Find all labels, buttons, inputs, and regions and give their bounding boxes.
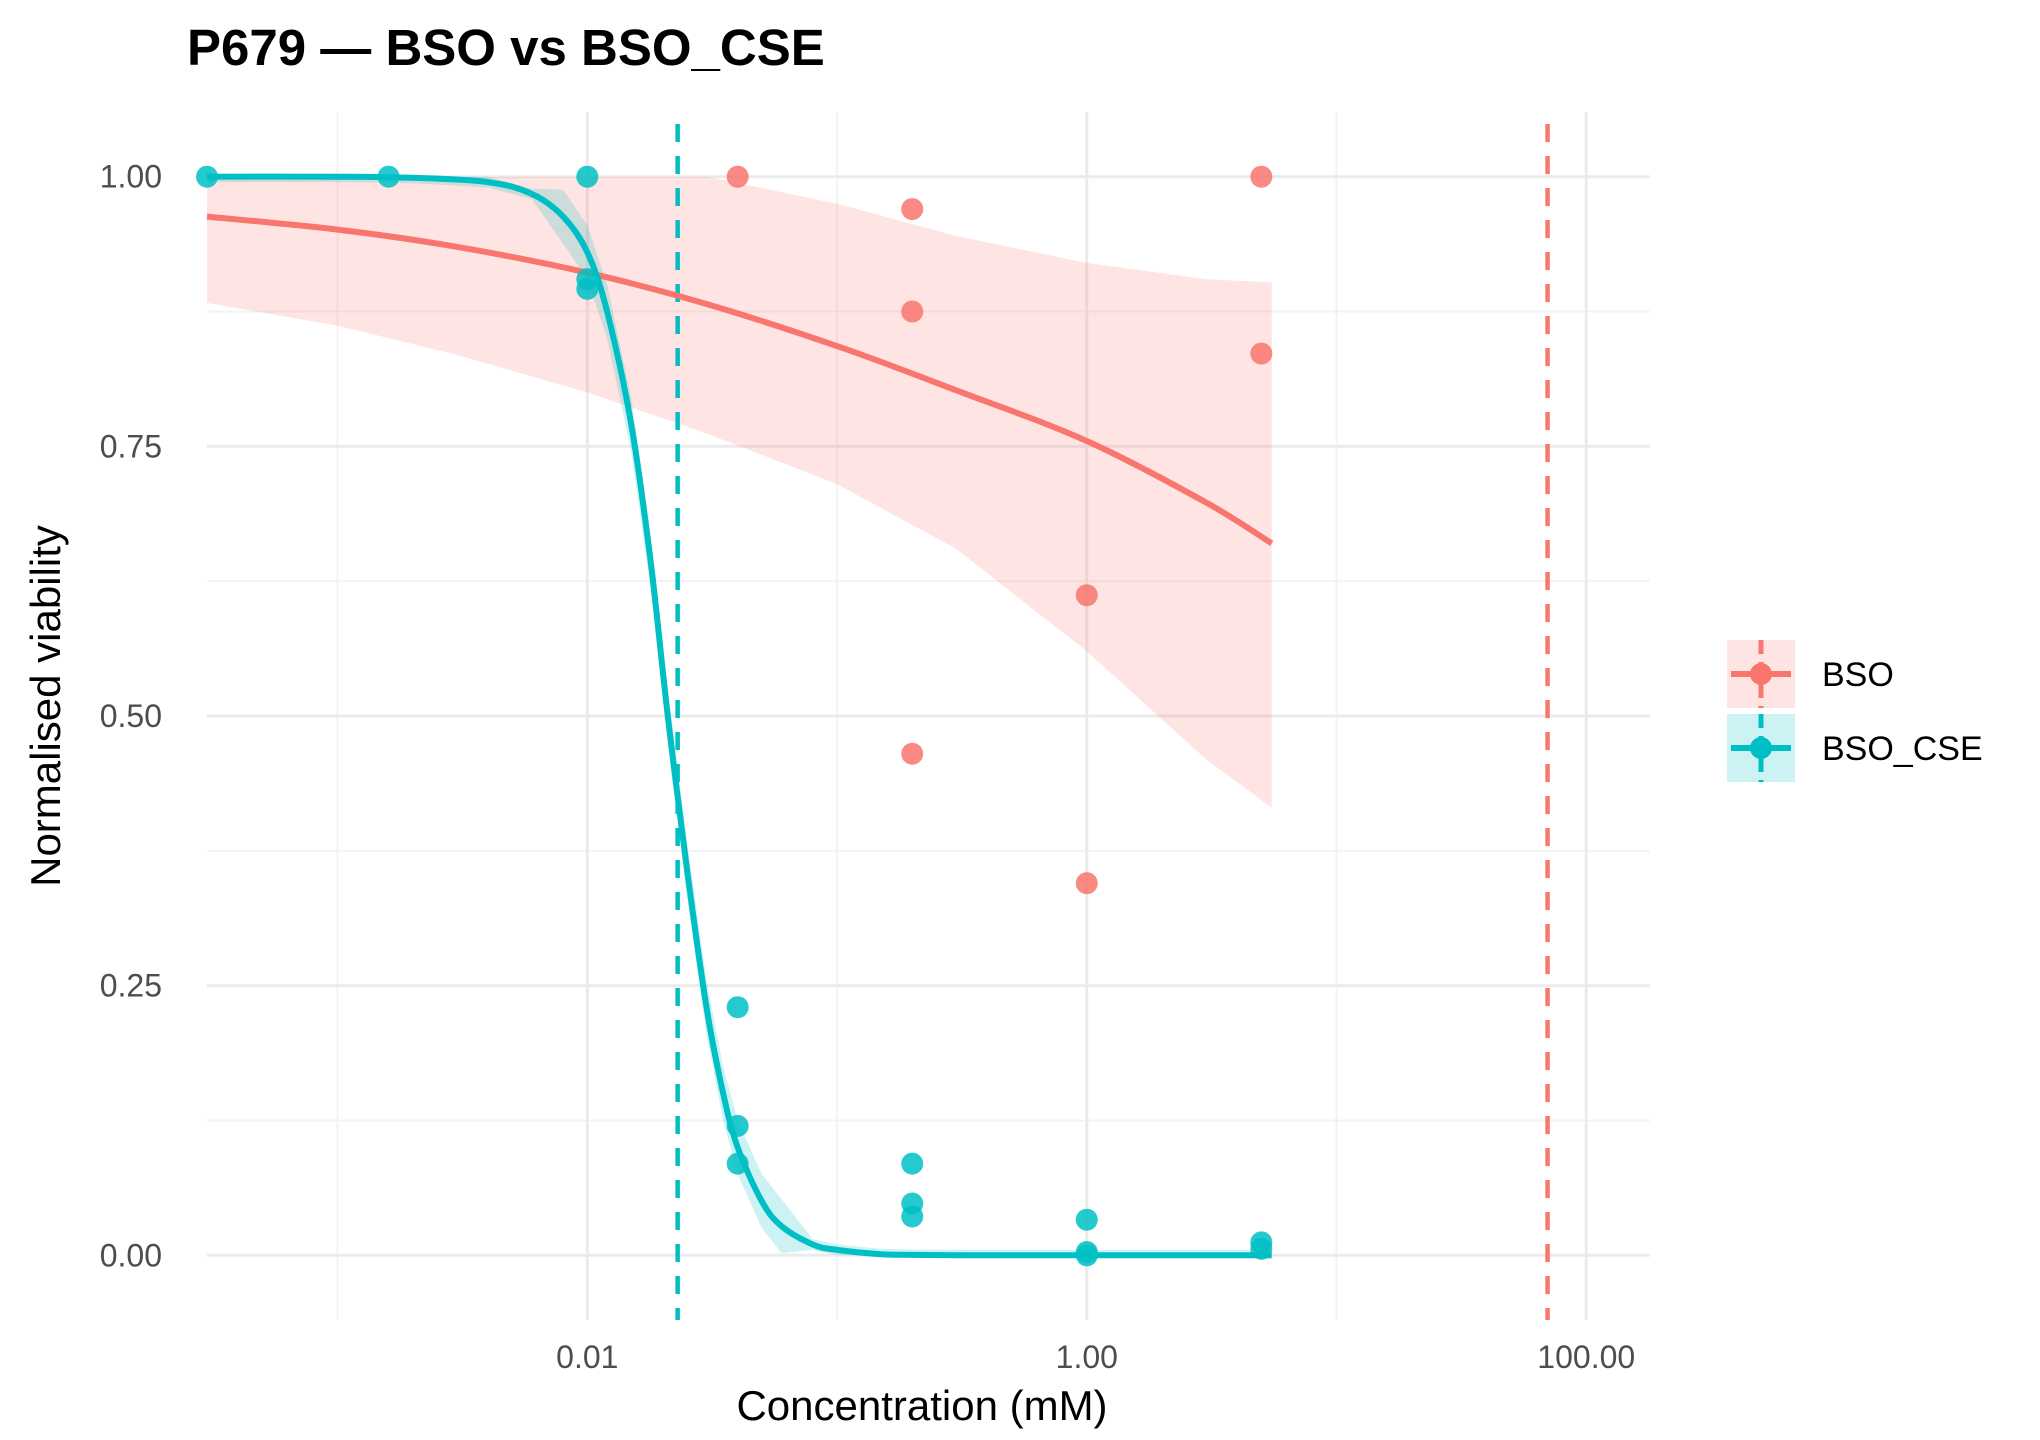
data-point-bso xyxy=(726,165,749,188)
legend: BSO BSO_CSE xyxy=(1727,640,1983,782)
chart-title: P679 — BSO vs BSO_CSE xyxy=(187,19,825,76)
data-point-bso-cse xyxy=(726,1152,749,1175)
data-points xyxy=(196,165,1273,1267)
data-point-bso-cse xyxy=(377,165,400,188)
data-point-bso-cse xyxy=(726,996,749,1019)
y-axis-title: Normalised viability xyxy=(22,525,69,887)
data-point-bso-cse xyxy=(1075,1244,1098,1267)
x-tick-label: 1.00 xyxy=(1056,1339,1118,1375)
data-point-bso-cse xyxy=(576,277,599,300)
legend-label: BSO_CSE xyxy=(1822,730,1983,768)
data-point-bso xyxy=(901,198,924,221)
data-point-bso-cse xyxy=(196,165,218,188)
y-tick-label: 0.50 xyxy=(100,698,162,734)
confidence-bands xyxy=(207,176,1272,1256)
data-point-bso xyxy=(901,300,924,323)
confidence-band-bso xyxy=(207,176,1272,808)
x-axis-title: Concentration (mM) xyxy=(736,1382,1107,1429)
data-point-bso xyxy=(901,742,924,765)
data-point-bso-cse xyxy=(1075,1208,1098,1231)
data-point-bso xyxy=(1250,342,1273,365)
fit-curve-bso-cse xyxy=(206,173,1272,1259)
y-tick-label: 0.25 xyxy=(100,968,162,1004)
data-point-bso xyxy=(1075,872,1098,895)
x-tick-label: 100.00 xyxy=(1537,1339,1635,1375)
y-tick-label: 1.00 xyxy=(100,159,162,195)
data-point-bso-cse xyxy=(726,1114,749,1137)
data-point-bso-cse xyxy=(1250,1237,1273,1260)
y-tick-label: 0.75 xyxy=(100,428,162,464)
data-point-bso-cse xyxy=(576,165,599,188)
fit-curves xyxy=(206,173,1274,1259)
data-point-bso xyxy=(1075,584,1098,607)
fit-curve-bso xyxy=(206,213,1274,546)
y-tick-label: 0.00 xyxy=(100,1237,162,1273)
legend-key-point xyxy=(1750,737,1772,759)
data-point-bso xyxy=(1250,165,1273,188)
legend-label: BSO xyxy=(1822,656,1894,694)
axis-ticks: 0.01 1.00 100.00 0.00 0.25 0.50 0.75 1.00 xyxy=(100,159,1635,1375)
ic50-lines xyxy=(675,124,1550,1320)
data-point-bso-cse xyxy=(901,1152,924,1175)
legend-key-point xyxy=(1750,663,1772,685)
data-point-bso-cse xyxy=(901,1205,924,1228)
x-tick-label: 0.01 xyxy=(556,1339,618,1375)
